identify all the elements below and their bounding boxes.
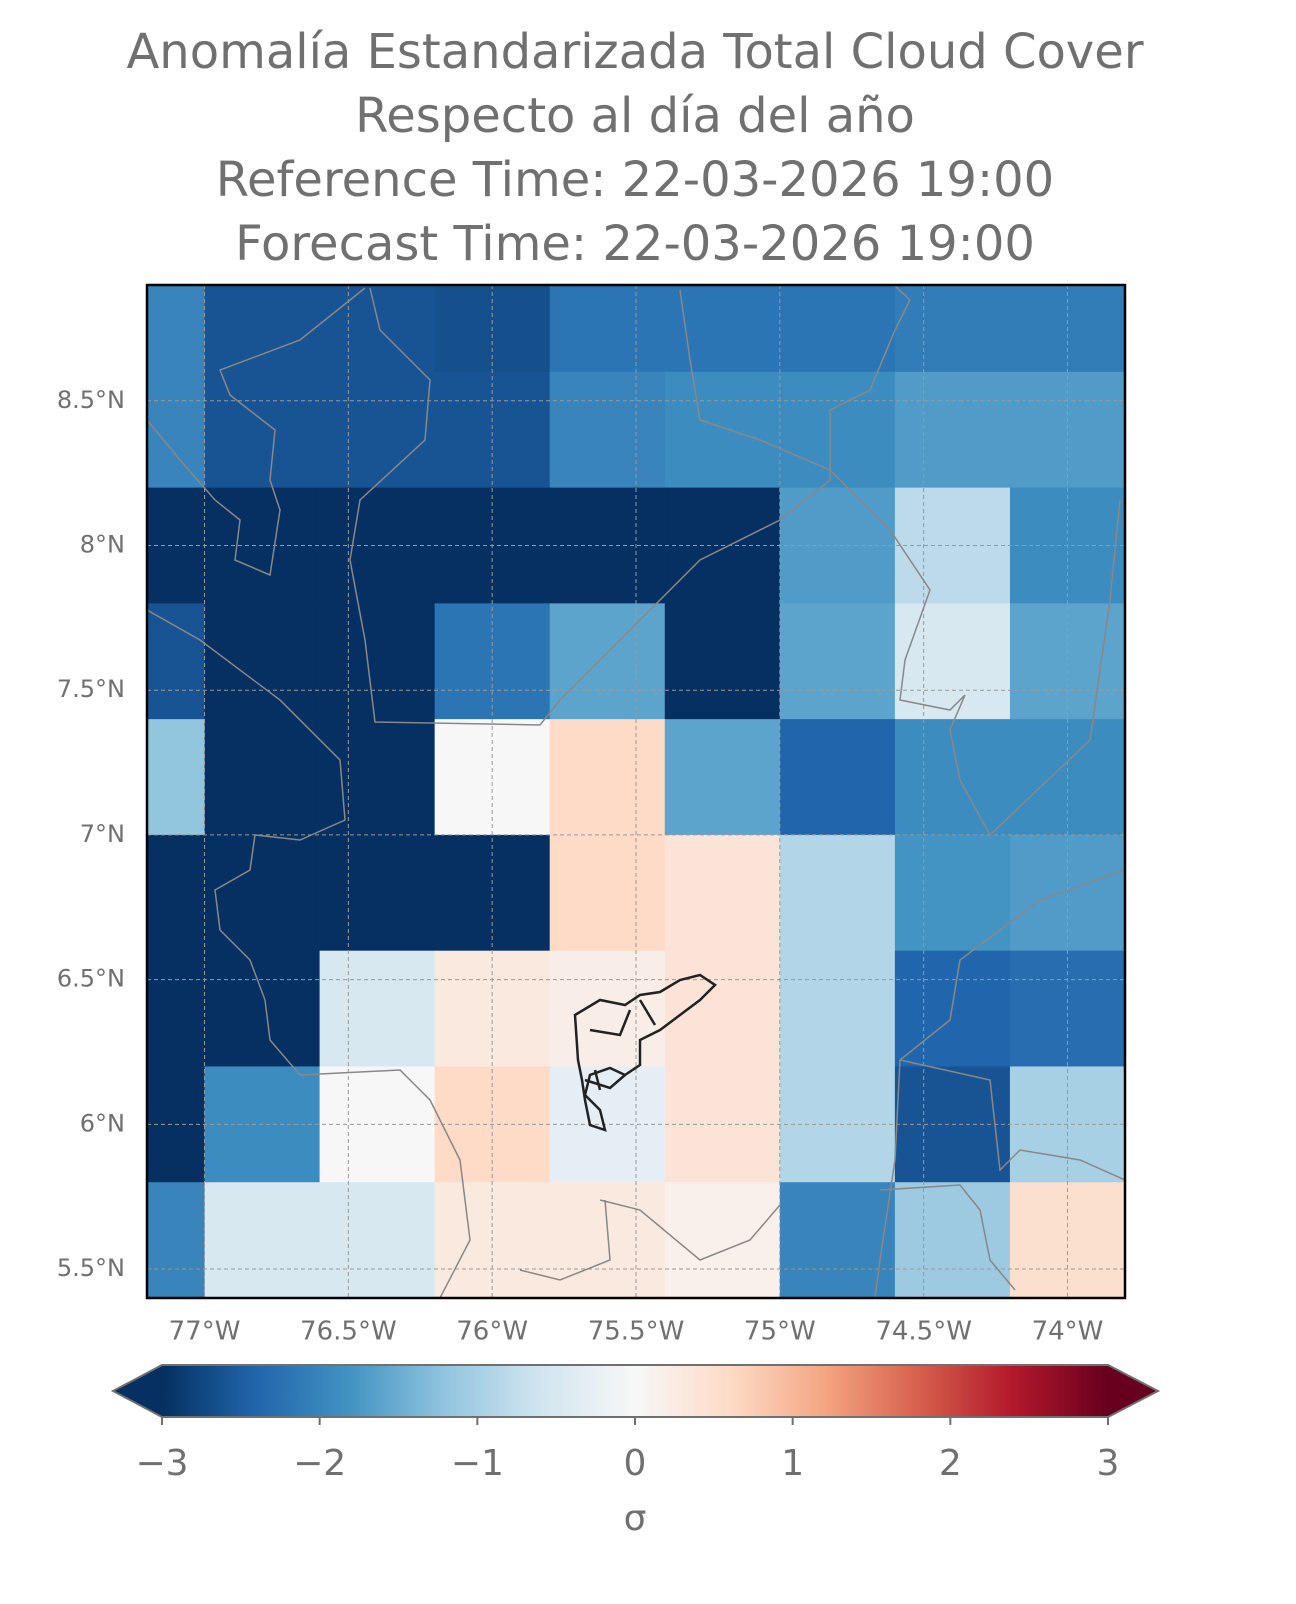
grid-cell <box>779 603 896 720</box>
boundary <box>584 999 657 1091</box>
grid-cell <box>549 1182 666 1298</box>
x-tick-label: 75°W <box>744 1317 816 1347</box>
grid-cell <box>434 603 551 720</box>
y-tick-label: 7.5°N <box>57 675 125 703</box>
grid-cell <box>147 834 206 952</box>
grid-cell <box>779 371 896 489</box>
colorbar-label: σ <box>624 1498 647 1539</box>
boundary <box>573 973 717 1132</box>
coastline <box>519 1059 1125 1291</box>
grid-cell <box>779 950 896 1068</box>
colorbar: −3 −2 −1 0 1 2 3 σ <box>110 1364 1161 1539</box>
y-tick-label: 7°N <box>80 820 125 848</box>
grid-cell <box>147 603 206 720</box>
coastline <box>147 609 471 1298</box>
colorbar-tick-label: 0 <box>624 1443 647 1484</box>
grid-cell <box>204 1182 321 1298</box>
grid-cell <box>664 834 781 952</box>
y-tick-label: 6°N <box>80 1109 125 1137</box>
grid-cell <box>664 371 781 489</box>
grid-cell <box>147 285 206 373</box>
grid-cell <box>319 371 436 489</box>
y-tick-label: 8.5°N <box>57 386 125 414</box>
coastline <box>874 869 1125 1298</box>
grid-cell <box>319 719 436 836</box>
grid-cell <box>319 950 436 1068</box>
colorbar-extend-high <box>1108 1365 1158 1417</box>
grid-cell <box>549 834 666 952</box>
grid-cell <box>779 719 896 836</box>
coastline <box>147 287 366 577</box>
grid-cell <box>204 603 321 720</box>
coastline <box>679 289 1121 837</box>
colorbar-extend-low <box>113 1365 162 1417</box>
colorbar-tick-label: 3 <box>1097 1443 1120 1484</box>
grid-cell <box>147 1182 206 1298</box>
grid-cell <box>549 603 666 720</box>
grid-cell <box>147 719 206 836</box>
y-tick-label: 5.5°N <box>57 1254 125 1282</box>
grid-cell <box>204 719 321 836</box>
x-tick-label: 76.5°W <box>300 1317 397 1347</box>
grid-cell <box>204 950 321 1068</box>
coastlines <box>147 285 1125 1298</box>
x-tick-label: 76°W <box>456 1317 528 1347</box>
coastline <box>349 285 911 726</box>
grid-cell <box>319 1182 436 1298</box>
chart-title: Forecast Time: 22-03-2026 19:00 <box>235 216 1035 272</box>
grid-cell <box>779 834 896 952</box>
x-tick-label: 75.5°W <box>588 1317 685 1347</box>
grid-cell <box>549 950 666 1068</box>
grid-cell <box>147 371 206 489</box>
grid-cell <box>204 285 321 373</box>
grid-cell <box>147 950 206 1068</box>
grid-cell <box>549 371 666 489</box>
grid-cell <box>894 950 1011 1068</box>
colorbar-tick-label: −2 <box>293 1443 346 1484</box>
colorbar-tick-label: 1 <box>781 1443 804 1484</box>
grid-cell <box>664 285 781 373</box>
chart-title: Reference Time: 22-03-2026 19:00 <box>216 152 1054 208</box>
grid-cell <box>204 371 321 489</box>
chart-title: Respecto al día del año <box>355 88 915 144</box>
grid-cell <box>664 1182 781 1298</box>
y-tick-label: 6.5°N <box>57 965 125 993</box>
grid-cell <box>779 1182 896 1298</box>
grid-cell <box>204 834 321 952</box>
y-tick-label: 8°N <box>80 530 125 558</box>
chart-title: Anomalía Estandarizada Total Cloud Cover <box>126 24 1143 80</box>
grid-cells <box>147 285 1125 1298</box>
grid-cell <box>894 603 1011 720</box>
grid-cell <box>319 285 436 373</box>
grid-cell <box>319 834 436 952</box>
grid-cell <box>664 950 781 1068</box>
x-tick-label: 74.5°W <box>875 1317 972 1347</box>
graticule <box>147 285 1125 1298</box>
x-tick-label: 77°W <box>169 1317 241 1347</box>
colorbar-gradient <box>162 1365 1108 1417</box>
grid-cell <box>664 603 781 720</box>
antioquia-outline <box>573 973 717 1132</box>
grid-cell <box>894 371 1011 489</box>
grid-cell <box>319 603 436 720</box>
map-frame <box>145 283 1127 1300</box>
grid-cell <box>894 285 1011 373</box>
grid-cell <box>894 719 1011 836</box>
grid-cell <box>549 285 666 373</box>
grid-cell <box>664 719 781 836</box>
grid-cell <box>779 285 896 373</box>
grid-cell <box>894 1182 1011 1298</box>
grid-cell <box>549 719 666 836</box>
colorbar-tick-label: 2 <box>939 1443 962 1484</box>
grid-cell <box>894 834 1011 952</box>
grid-cell <box>1009 603 1125 720</box>
colorbar-tick-label: −1 <box>451 1443 504 1484</box>
x-tick-label: 74°W <box>1032 1317 1104 1347</box>
colorbar-tick-label: −3 <box>135 1443 188 1484</box>
